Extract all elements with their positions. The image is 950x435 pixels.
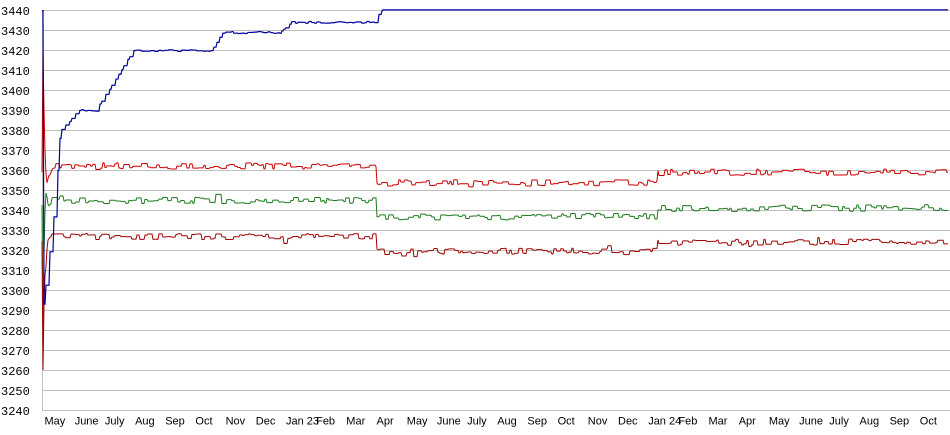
svg-text:3340: 3340 bbox=[1, 205, 30, 219]
svg-text:Nov: Nov bbox=[588, 416, 608, 428]
svg-text:Apr: Apr bbox=[739, 416, 756, 428]
svg-text:3400: 3400 bbox=[1, 85, 30, 99]
svg-text:3260: 3260 bbox=[1, 365, 30, 379]
svg-text:May: May bbox=[769, 416, 790, 428]
svg-text:June: June bbox=[799, 416, 823, 428]
svg-text:Aug: Aug bbox=[860, 416, 880, 428]
svg-text:3320: 3320 bbox=[1, 245, 30, 259]
svg-text:July: July bbox=[467, 416, 487, 428]
svg-text:3380: 3380 bbox=[1, 125, 30, 139]
svg-text:Oct: Oct bbox=[558, 416, 575, 428]
svg-text:Aug: Aug bbox=[135, 416, 155, 428]
svg-text:3310: 3310 bbox=[1, 265, 30, 279]
svg-text:Sep: Sep bbox=[165, 416, 185, 428]
svg-text:3240: 3240 bbox=[1, 405, 30, 419]
svg-text:Mar: Mar bbox=[346, 416, 365, 428]
svg-text:3280: 3280 bbox=[1, 325, 30, 339]
svg-text:Oct: Oct bbox=[195, 416, 212, 428]
svg-text:3430: 3430 bbox=[1, 25, 30, 39]
svg-text:3270: 3270 bbox=[1, 345, 30, 359]
svg-text:3420: 3420 bbox=[1, 45, 30, 59]
svg-text:3330: 3330 bbox=[1, 225, 30, 239]
svg-text:June: June bbox=[75, 416, 99, 428]
svg-text:Dec: Dec bbox=[256, 416, 276, 428]
svg-text:3300: 3300 bbox=[1, 285, 30, 299]
svg-text:Oct: Oct bbox=[920, 416, 937, 428]
svg-text:3360: 3360 bbox=[1, 165, 30, 179]
svg-text:3390: 3390 bbox=[1, 105, 30, 119]
svg-text:Dec: Dec bbox=[618, 416, 638, 428]
svg-text:3250: 3250 bbox=[1, 385, 30, 399]
svg-text:July: July bbox=[829, 416, 849, 428]
svg-text:Nov: Nov bbox=[226, 416, 246, 428]
svg-text:May: May bbox=[407, 416, 428, 428]
svg-text:Aug: Aug bbox=[497, 416, 517, 428]
svg-text:Sep: Sep bbox=[890, 416, 910, 428]
svg-text:Apr: Apr bbox=[377, 416, 394, 428]
svg-text:Feb: Feb bbox=[678, 416, 697, 428]
svg-text:3350: 3350 bbox=[1, 185, 30, 199]
svg-text:Mar: Mar bbox=[709, 416, 728, 428]
svg-text:3410: 3410 bbox=[1, 65, 30, 79]
svg-text:May: May bbox=[45, 416, 66, 428]
svg-text:July: July bbox=[105, 416, 125, 428]
svg-text:3290: 3290 bbox=[1, 305, 30, 319]
svg-text:June: June bbox=[437, 416, 461, 428]
svg-text:3440: 3440 bbox=[1, 5, 30, 19]
svg-text:Feb: Feb bbox=[316, 416, 335, 428]
svg-text:Jan 23: Jan 23 bbox=[286, 416, 319, 428]
svg-text:Sep: Sep bbox=[527, 416, 547, 428]
svg-text:Jan 24: Jan 24 bbox=[648, 416, 681, 428]
svg-text:3370: 3370 bbox=[1, 145, 30, 159]
